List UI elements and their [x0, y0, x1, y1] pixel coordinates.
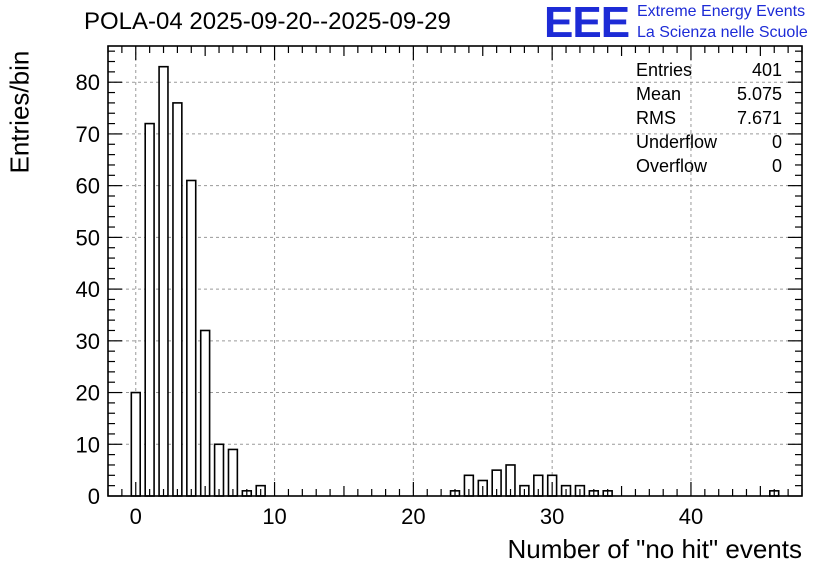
x-tick-label: 10 — [262, 504, 286, 529]
stat-entries: Entries 401 — [636, 58, 782, 82]
stat-overflow: Overflow 0 — [636, 154, 782, 178]
y-tick-label: 50 — [76, 225, 100, 250]
histogram-bar — [144, 122, 155, 497]
chart-title: POLA-04 2025-09-20--2025-09-29 — [84, 8, 451, 35]
y-tick-label: 60 — [76, 174, 100, 199]
stat-overflow-value: 0 — [771, 156, 782, 176]
x-axis-label: Number of "no hit" events — [507, 534, 803, 564]
x-tick-label: 30 — [540, 504, 564, 529]
eee-logo-mark: EEE — [544, 0, 630, 47]
y-tick-label: 40 — [76, 277, 100, 302]
stat-underflow: Underflow 0 — [636, 130, 782, 154]
y-tick-label: 20 — [76, 381, 100, 406]
y-tick-label: 30 — [76, 329, 100, 354]
stat-entries-label: Entries — [636, 60, 693, 80]
histogram-bar — [186, 179, 197, 497]
y-tick-label: 70 — [76, 122, 100, 147]
stat-mean-value: 5.075 — [736, 84, 782, 104]
stat-rms: RMS 7.671 — [636, 106, 782, 130]
x-tick-label: 20 — [401, 504, 425, 529]
stat-underflow-value: 0 — [771, 132, 782, 152]
x-tick-label: 40 — [679, 504, 703, 529]
stat-overflow-label: Overflow — [636, 156, 708, 176]
stat-mean-label: Mean — [636, 84, 682, 104]
y-tick-label: 80 — [76, 70, 100, 95]
y-axis-label: Entries/bin — [4, 50, 35, 174]
stat-underflow-label: Underflow — [636, 132, 718, 152]
stat-mean: Mean 5.075 — [636, 82, 782, 106]
y-tick-label: 0 — [88, 484, 100, 509]
histogram-bar — [158, 65, 169, 497]
stat-rms-label: RMS — [636, 108, 676, 128]
logo-line-1: Extreme Energy Events — [637, 3, 806, 20]
logo-line-2: La Scienza nelle Scuole — [637, 24, 808, 41]
x-tick-label: 0 — [130, 504, 142, 529]
histogram-bar — [199, 329, 211, 497]
histogram-bar — [172, 102, 183, 497]
histogram-bar — [130, 391, 142, 497]
stats-box: Entries 401 Mean 5.075 RMS 7.671 Underfl… — [636, 58, 782, 178]
stat-entries-value: 401 — [751, 60, 782, 80]
y-tick-label: 10 — [76, 432, 100, 457]
histogram-bar — [213, 443, 225, 497]
stat-rms-value: 7.671 — [736, 108, 782, 128]
tick-labels-layer: 0 10 20 30 40 0 10 20 30 40 50 60 70 80 — [76, 70, 704, 529]
ticks-layer — [107, 46, 803, 497]
